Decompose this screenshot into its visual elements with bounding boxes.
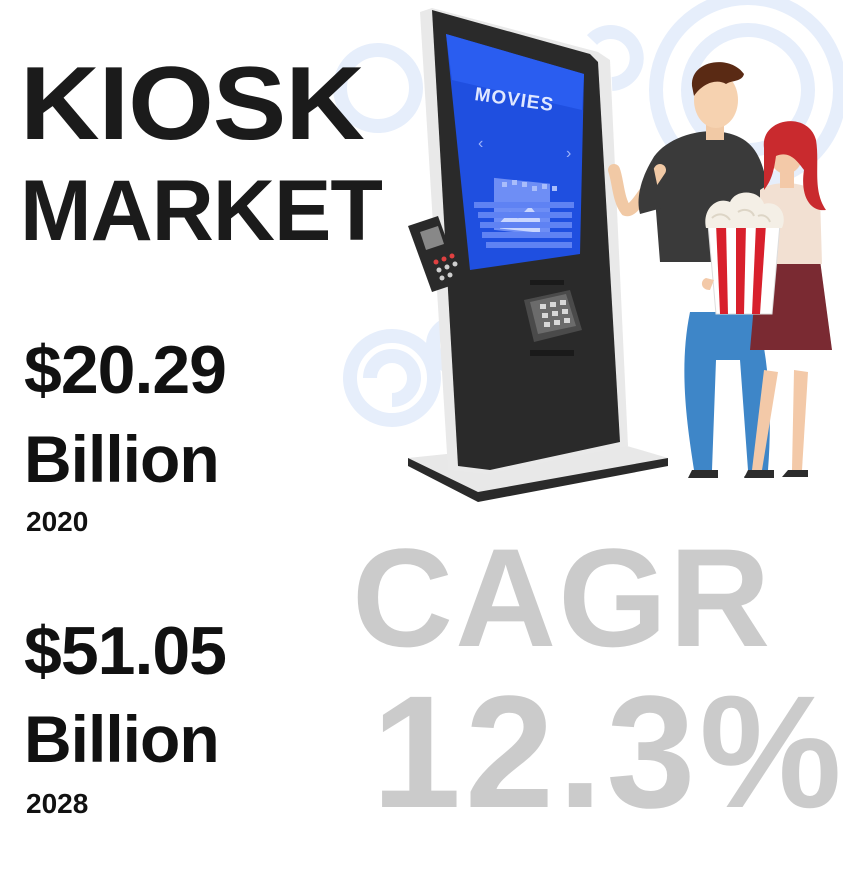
card-reader <box>408 216 462 292</box>
headline-market: MARKET <box>20 163 383 259</box>
popcorn-bucket <box>701 192 784 315</box>
cagr-value: 12.3% <box>372 662 843 841</box>
stat-value: $51.05 <box>24 613 227 689</box>
headline-kiosk: KIOSK <box>20 46 365 162</box>
svg-text:›: › <box>566 145 571 162</box>
kiosk-keypad <box>524 280 582 356</box>
stat-year: 2020 <box>26 506 89 537</box>
svg-text:‹: ‹ <box>478 135 483 152</box>
stat-value: $20.29 <box>24 332 227 408</box>
kiosk-screen: MOVIES ‹ › <box>446 34 584 270</box>
stat-unit: Billion <box>24 702 220 776</box>
man-figure <box>608 62 774 478</box>
cagr-label: CAGR <box>352 519 773 676</box>
stat-unit: Billion <box>24 422 220 496</box>
stat-year: 2028 <box>26 788 89 819</box>
